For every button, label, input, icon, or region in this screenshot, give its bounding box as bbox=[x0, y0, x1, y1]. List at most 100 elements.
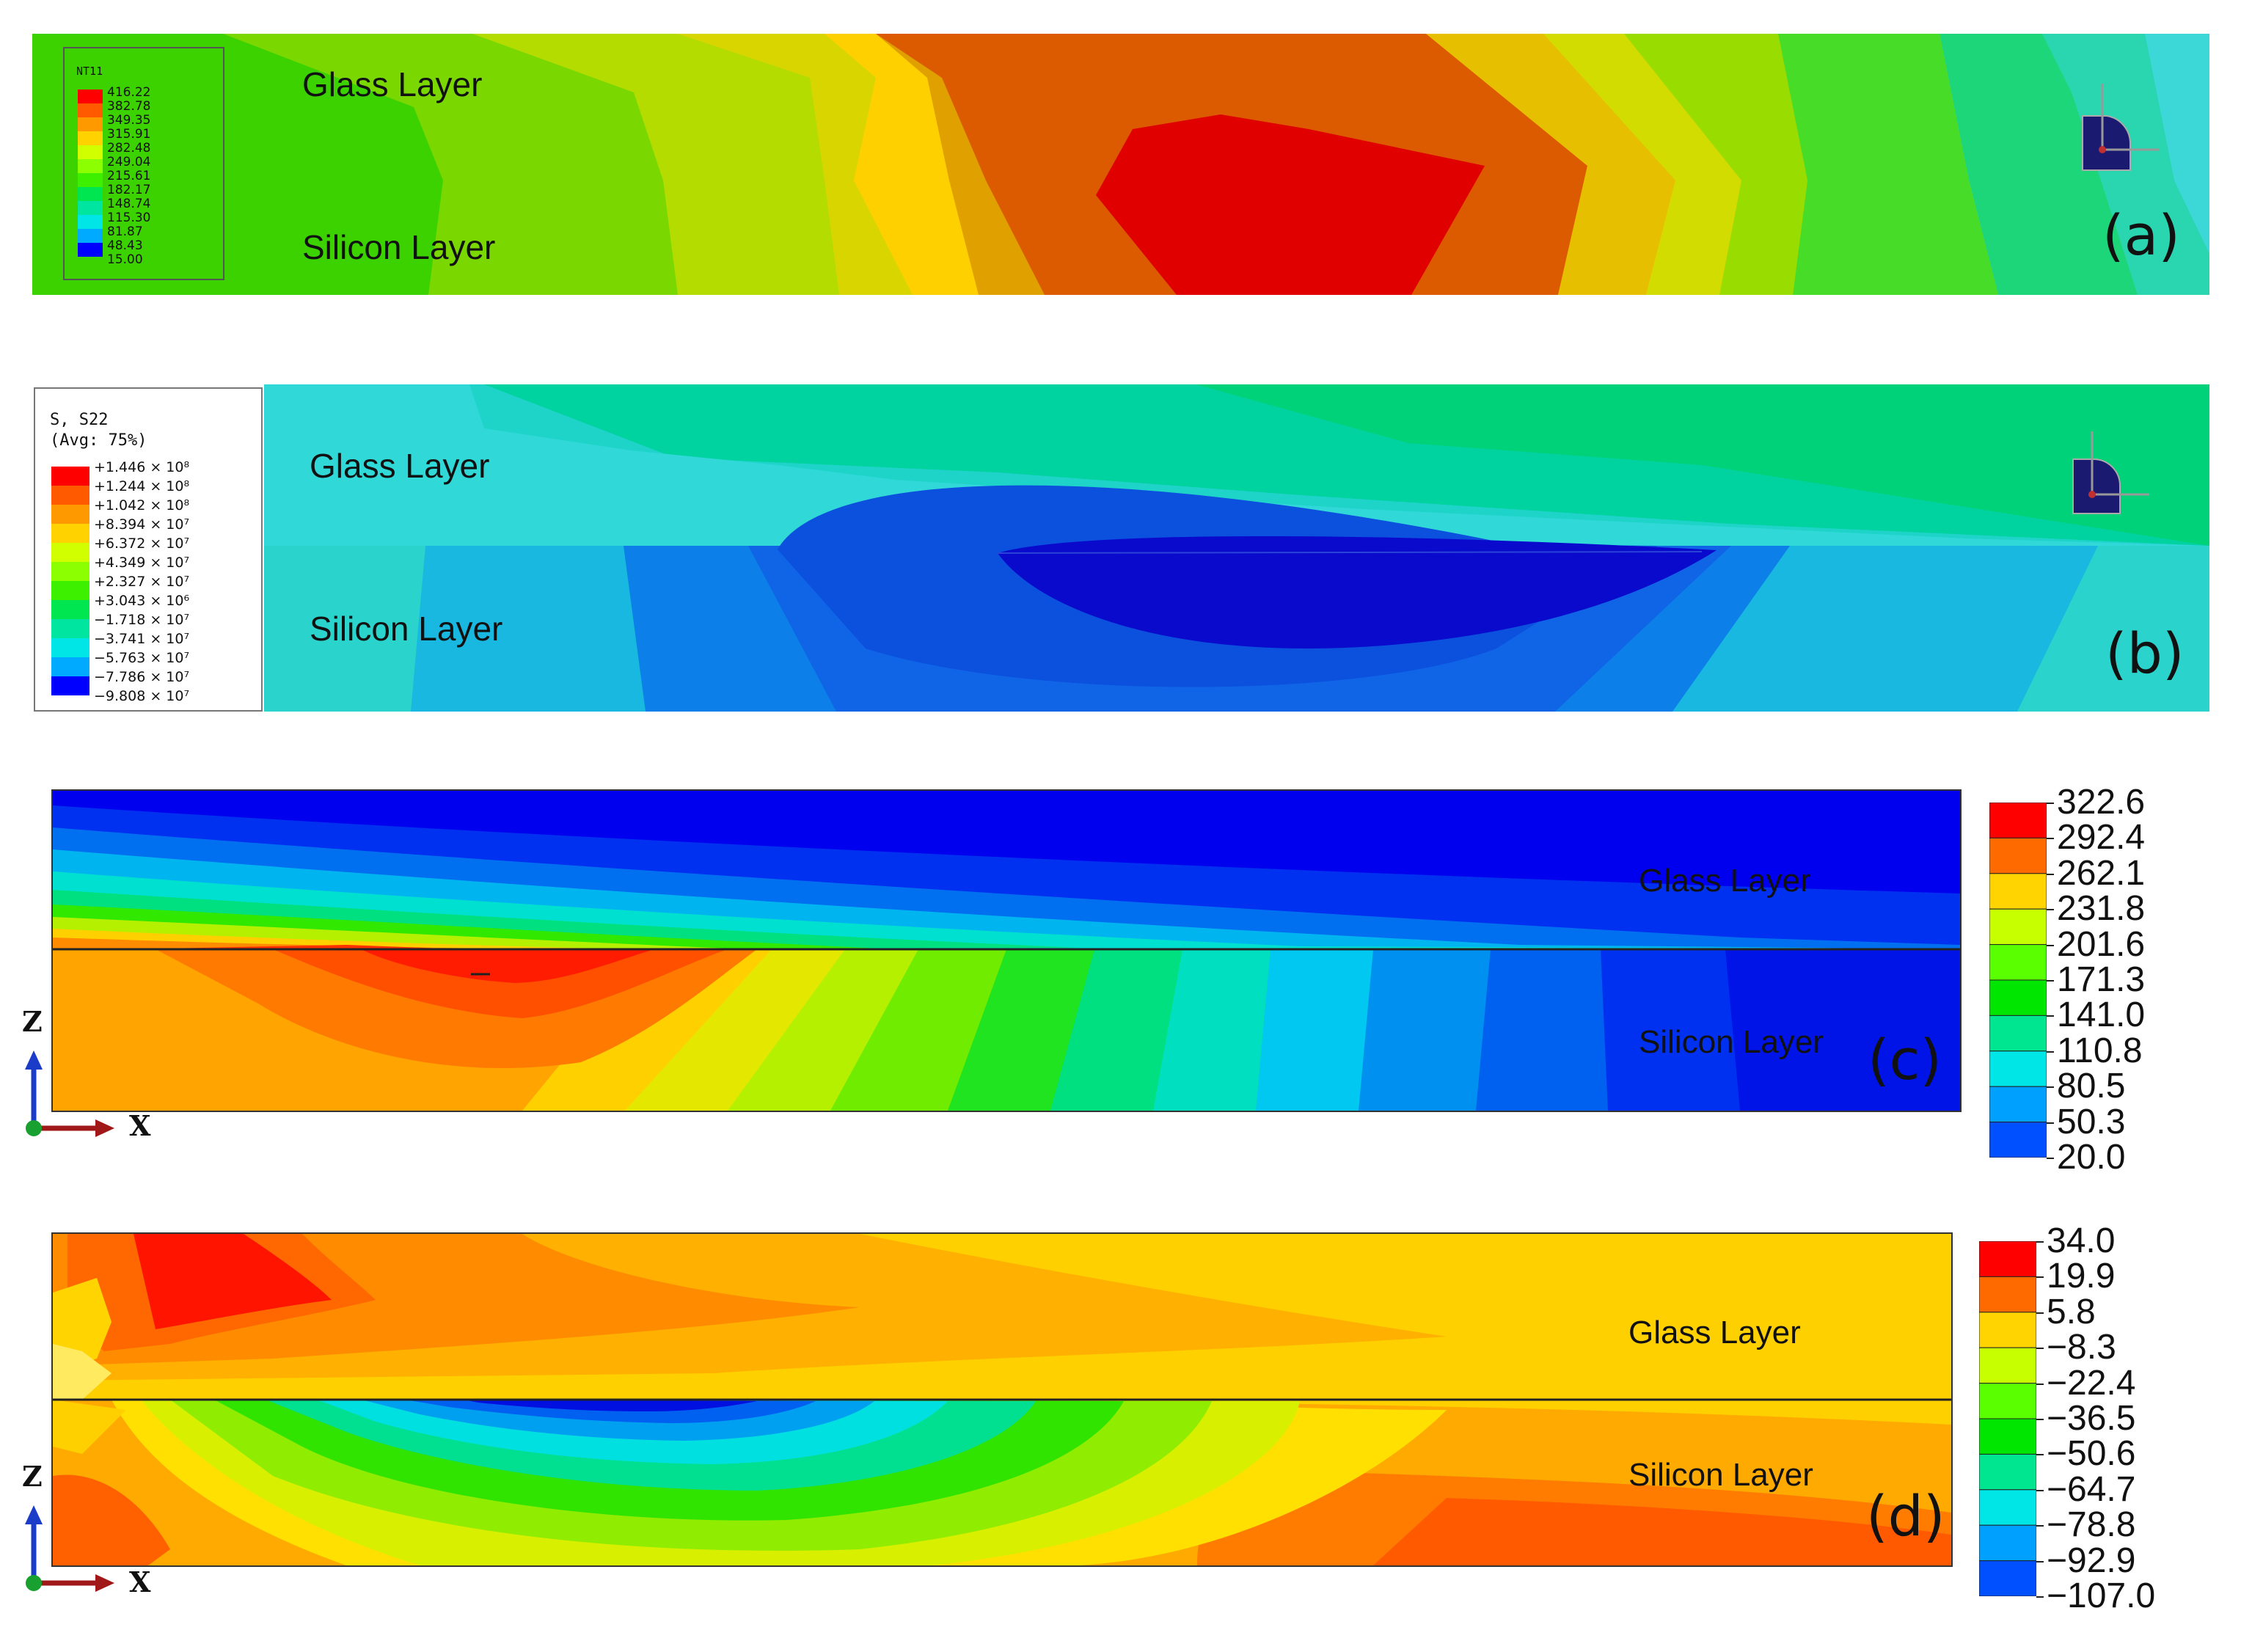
panel-d-axis-triad bbox=[25, 1505, 114, 1592]
panel-a-legend-value: 182.17 bbox=[107, 183, 151, 197]
colorbar-swatch bbox=[1978, 1276, 2037, 1313]
colorbar-tick bbox=[2047, 909, 2054, 911]
panel-d-colorbar-swatches bbox=[1978, 1240, 2037, 1597]
colorbar-swatch bbox=[1978, 1453, 2037, 1491]
colorbar-tick bbox=[2036, 1419, 2044, 1420]
panel-c-axis-z: Z bbox=[22, 1005, 43, 1038]
panel-c-axis-x: X bbox=[129, 1109, 151, 1142]
colorbar-swatch bbox=[1989, 1086, 2047, 1123]
colorbar-swatch bbox=[1989, 802, 2047, 838]
panel-a-legend: NT11 416.22 382.78 349.35 315.91 282.48 249.0… bbox=[63, 47, 224, 280]
panel-a-legend-value: 349.35 bbox=[107, 113, 151, 128]
panel-a-legend-value: 416.22 bbox=[107, 85, 151, 100]
panel-b-letter: (b) bbox=[2105, 621, 2185, 686]
panel-b-legend-value: −7.786 × 10⁷ bbox=[94, 669, 190, 685]
panel-a-contour-plot bbox=[32, 34, 2209, 295]
panel-b-contour-plot bbox=[264, 384, 2209, 712]
colorbar-tick bbox=[2036, 1525, 2044, 1527]
panel-a-legend-value: 148.74 bbox=[107, 197, 151, 211]
panel-d-contour-plot bbox=[53, 1234, 1951, 1565]
colorbar-swatch bbox=[1978, 1312, 2037, 1348]
colorbar-swatch bbox=[1989, 1015, 2047, 1052]
colorbar-tick bbox=[2047, 803, 2054, 804]
panel-c-colorbar-value: 20.0 bbox=[2057, 1138, 2126, 1177]
panel-c-axis-triad bbox=[25, 1050, 114, 1137]
panel-b-legend-value: +1.446 × 10⁸ bbox=[94, 459, 190, 475]
colorbar-tick bbox=[2036, 1312, 2044, 1314]
panel-c-colorbar-value: 231.8 bbox=[2057, 889, 2146, 929]
panel-a-glass-label: Glass Layer bbox=[302, 65, 483, 103]
colorbar-tick bbox=[2036, 1383, 2044, 1385]
panel-b-legend-title-2: (Avg: 75%) bbox=[50, 431, 147, 450]
panel-a-silicon-label: Silicon Layer bbox=[302, 228, 496, 266]
panel-d-colorbar-value: −36.5 bbox=[2047, 1399, 2136, 1438]
panel-c-glass-label: Glass Layer bbox=[1639, 863, 1811, 899]
colorbar-swatch bbox=[1989, 1050, 2047, 1087]
colorbar-swatch bbox=[1978, 1489, 2037, 1526]
colorbar-tick bbox=[2047, 980, 2054, 982]
colorbar-swatch bbox=[1978, 1560, 2037, 1597]
panel-c-contour-plot bbox=[53, 791, 1960, 1111]
panel-a-legend-value: 382.78 bbox=[107, 99, 151, 114]
panel-c-colorbar-value: 171.3 bbox=[2057, 960, 2146, 999]
panel-d-colorbar-value: −92.9 bbox=[2047, 1540, 2136, 1580]
panel-a-legend-title: NT11 bbox=[76, 65, 103, 78]
colorbar-swatch bbox=[1978, 1240, 2037, 1277]
panel-b-legend-value: +3.043 × 10⁶ bbox=[94, 593, 190, 609]
panel-d-colorbar-value: −78.8 bbox=[2047, 1505, 2136, 1545]
panel-d-colorbar-value: 5.8 bbox=[2047, 1292, 2096, 1331]
panel-b-legend-title-1: S, S22 bbox=[50, 411, 109, 429]
panel-a-letter: (a) bbox=[2102, 202, 2180, 268]
colorbar-tick bbox=[2047, 1086, 2054, 1089]
colorbar-swatch bbox=[1978, 1347, 2037, 1384]
colorbar-swatch bbox=[1989, 944, 2047, 981]
panel-c-silicon-label: Silicon Layer bbox=[1639, 1024, 1824, 1060]
panel-d-colorbar-value: −8.3 bbox=[2047, 1328, 2116, 1367]
panel-b-legend-value: +2.327 × 10⁷ bbox=[94, 574, 190, 590]
colorbar-tick bbox=[2036, 1560, 2044, 1563]
colorbar-swatch bbox=[1989, 837, 2047, 874]
triad-icon bbox=[2082, 84, 2160, 171]
colorbar-tick bbox=[2036, 1241, 2044, 1243]
panel-a-legend-value: 315.91 bbox=[107, 127, 151, 142]
panel-b-legend-value: +6.372 × 10⁷ bbox=[94, 536, 190, 552]
panel-d-colorbar-value: −107.0 bbox=[2047, 1576, 2156, 1615]
panel-d-colorbar-value: −50.6 bbox=[2047, 1434, 2136, 1474]
colorbar-tick bbox=[2036, 1348, 2044, 1350]
panel-a-legend-value: 48.43 bbox=[107, 238, 143, 253]
panel-b-legend-swatches bbox=[51, 467, 89, 695]
colorbar-tick bbox=[2047, 1015, 2054, 1017]
panel-b-legend-value: +1.244 × 10⁸ bbox=[94, 478, 190, 494]
colorbar-swatch bbox=[1978, 1383, 2037, 1419]
panel-d-colorbar bbox=[1978, 1240, 2037, 1597]
triad-icon bbox=[2072, 431, 2149, 514]
colorbar-tick bbox=[2047, 1158, 2054, 1159]
panel-d-colorbar-value: −64.7 bbox=[2047, 1469, 2136, 1509]
colorbar-tick bbox=[2047, 873, 2054, 875]
colorbar-tick bbox=[2047, 838, 2054, 840]
panel-d-contour bbox=[51, 1232, 1953, 1567]
panel-b-contour bbox=[264, 384, 2209, 712]
panel-c-contour bbox=[51, 789, 1962, 1112]
panel-c-colorbar-value: 141.0 bbox=[2057, 995, 2146, 1035]
panel-c-colorbar-value: 322.6 bbox=[2057, 783, 2146, 822]
colorbar-tick bbox=[2036, 1454, 2044, 1456]
colorbar-tick bbox=[2047, 1050, 2054, 1053]
panel-c-colorbar bbox=[1989, 802, 2047, 1158]
colorbar-swatch bbox=[1978, 1524, 2037, 1562]
panel-d-silicon-label: Silicon Layer bbox=[1628, 1457, 1813, 1493]
panel-d-letter: (d) bbox=[1866, 1483, 1945, 1549]
panel-a-legend-value: 15.00 bbox=[107, 252, 143, 267]
panel-d-colorbar-value: 34.0 bbox=[2047, 1221, 2116, 1260]
panel-a-contour bbox=[32, 34, 2209, 295]
panel-c-colorbar-value: 50.3 bbox=[2057, 1102, 2126, 1141]
panel-b-silicon-label: Silicon Layer bbox=[310, 610, 503, 648]
colorbar-swatch bbox=[1989, 873, 2047, 910]
colorbar-swatch bbox=[1989, 1122, 2047, 1158]
panel-b-legend-value: +1.042 × 10⁸ bbox=[94, 497, 190, 513]
panel-c-colorbar-value: 201.6 bbox=[2057, 924, 2146, 964]
colorbar-tick bbox=[2047, 1122, 2054, 1124]
panel-d-colorbar-value: −22.4 bbox=[2047, 1363, 2136, 1403]
panel-c-colorbar-value: 262.1 bbox=[2057, 853, 2146, 893]
colorbar-swatch bbox=[1978, 1418, 2037, 1455]
